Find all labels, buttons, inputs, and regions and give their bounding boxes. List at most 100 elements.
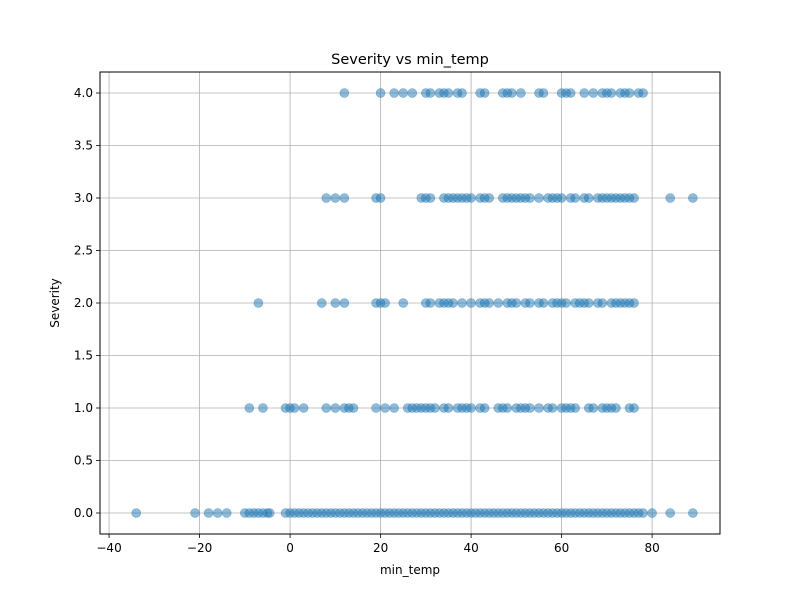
data-point (502, 403, 513, 413)
data-point (638, 88, 648, 98)
data-point (547, 403, 558, 413)
data-point (629, 403, 639, 413)
data-point (258, 403, 268, 413)
data-point (583, 193, 594, 203)
data-point (538, 88, 549, 98)
data-point (443, 403, 454, 413)
y-tick-label: 2.0 (74, 296, 93, 310)
data-point (430, 403, 440, 413)
data-point (479, 88, 490, 98)
data-point (339, 193, 350, 203)
data-point (380, 298, 390, 308)
data-point (611, 403, 621, 413)
x-tick-label: 60 (554, 541, 569, 555)
data-point (371, 403, 381, 413)
data-point (398, 298, 409, 308)
data-point (588, 88, 599, 98)
y-tick-label: 0.5 (74, 454, 93, 468)
data-point (375, 88, 386, 98)
y-axis-label: Severity (48, 278, 62, 328)
data-point (221, 508, 232, 518)
y-tick-label: 1.0 (74, 401, 93, 415)
data-point (561, 298, 571, 308)
data-point (629, 193, 639, 203)
x-tick-label: 0 (286, 541, 294, 555)
data-point (484, 193, 494, 203)
data-point (457, 298, 467, 308)
y-tick-label: 4.0 (74, 86, 93, 100)
data-point (647, 508, 657, 518)
x-tick-label: 20 (373, 541, 388, 555)
data-point (339, 88, 350, 98)
data-point (131, 508, 142, 518)
data-point (525, 193, 535, 203)
data-point (484, 298, 494, 308)
x-axis-ticks: −40 −20 0 20 40 60 80 (96, 534, 660, 555)
data-point (389, 88, 399, 98)
data-point (466, 403, 476, 413)
data-point (457, 88, 467, 98)
data-point (389, 403, 399, 413)
y-tick-label: 3.5 (74, 139, 93, 153)
data-point (316, 298, 327, 308)
data-point (425, 88, 436, 98)
data-point (330, 403, 341, 413)
data-point (407, 88, 418, 98)
data-point (583, 298, 594, 308)
data-points (131, 88, 698, 518)
data-point (448, 298, 458, 308)
y-tick-label: 3.0 (74, 191, 93, 205)
data-point (556, 193, 567, 203)
data-point (579, 88, 590, 98)
data-point (425, 298, 436, 308)
data-point (688, 193, 698, 203)
data-point (244, 403, 255, 413)
data-point (466, 298, 476, 308)
data-point (321, 403, 332, 413)
data-point (493, 298, 504, 308)
data-point (534, 403, 544, 413)
data-point (190, 508, 200, 518)
data-point (665, 193, 676, 203)
data-point (516, 88, 526, 98)
y-tick-label: 0.0 (74, 506, 93, 520)
data-point (624, 88, 635, 98)
data-point (321, 193, 332, 203)
data-point (443, 88, 454, 98)
data-point (425, 193, 436, 203)
data-point (253, 298, 264, 308)
data-point (665, 508, 676, 518)
x-tick-label: 40 (463, 541, 478, 555)
data-point (348, 403, 359, 413)
data-point (565, 88, 576, 98)
data-point (525, 403, 535, 413)
chart-title: Severity vs min_temp (331, 52, 489, 68)
data-point (479, 403, 490, 413)
data-point (538, 298, 549, 308)
data-point (570, 193, 580, 203)
data-point (511, 298, 522, 308)
data-point (289, 403, 300, 413)
data-point (339, 298, 350, 308)
data-point (534, 193, 544, 203)
x-tick-label: −20 (187, 541, 212, 555)
data-point (466, 193, 476, 203)
data-point (375, 193, 386, 203)
x-axis-label: min_temp (380, 563, 440, 577)
data-point (264, 508, 275, 518)
data-point (398, 88, 409, 98)
data-point (597, 298, 608, 308)
x-tick-label: −40 (96, 541, 121, 555)
data-point (330, 298, 341, 308)
y-tick-label: 2.5 (74, 244, 93, 258)
data-point (525, 298, 535, 308)
data-point (570, 403, 580, 413)
data-point (688, 508, 698, 518)
data-point (629, 298, 639, 308)
data-point (330, 193, 341, 203)
data-point (380, 403, 390, 413)
data-point (298, 403, 309, 413)
data-point (588, 403, 599, 413)
